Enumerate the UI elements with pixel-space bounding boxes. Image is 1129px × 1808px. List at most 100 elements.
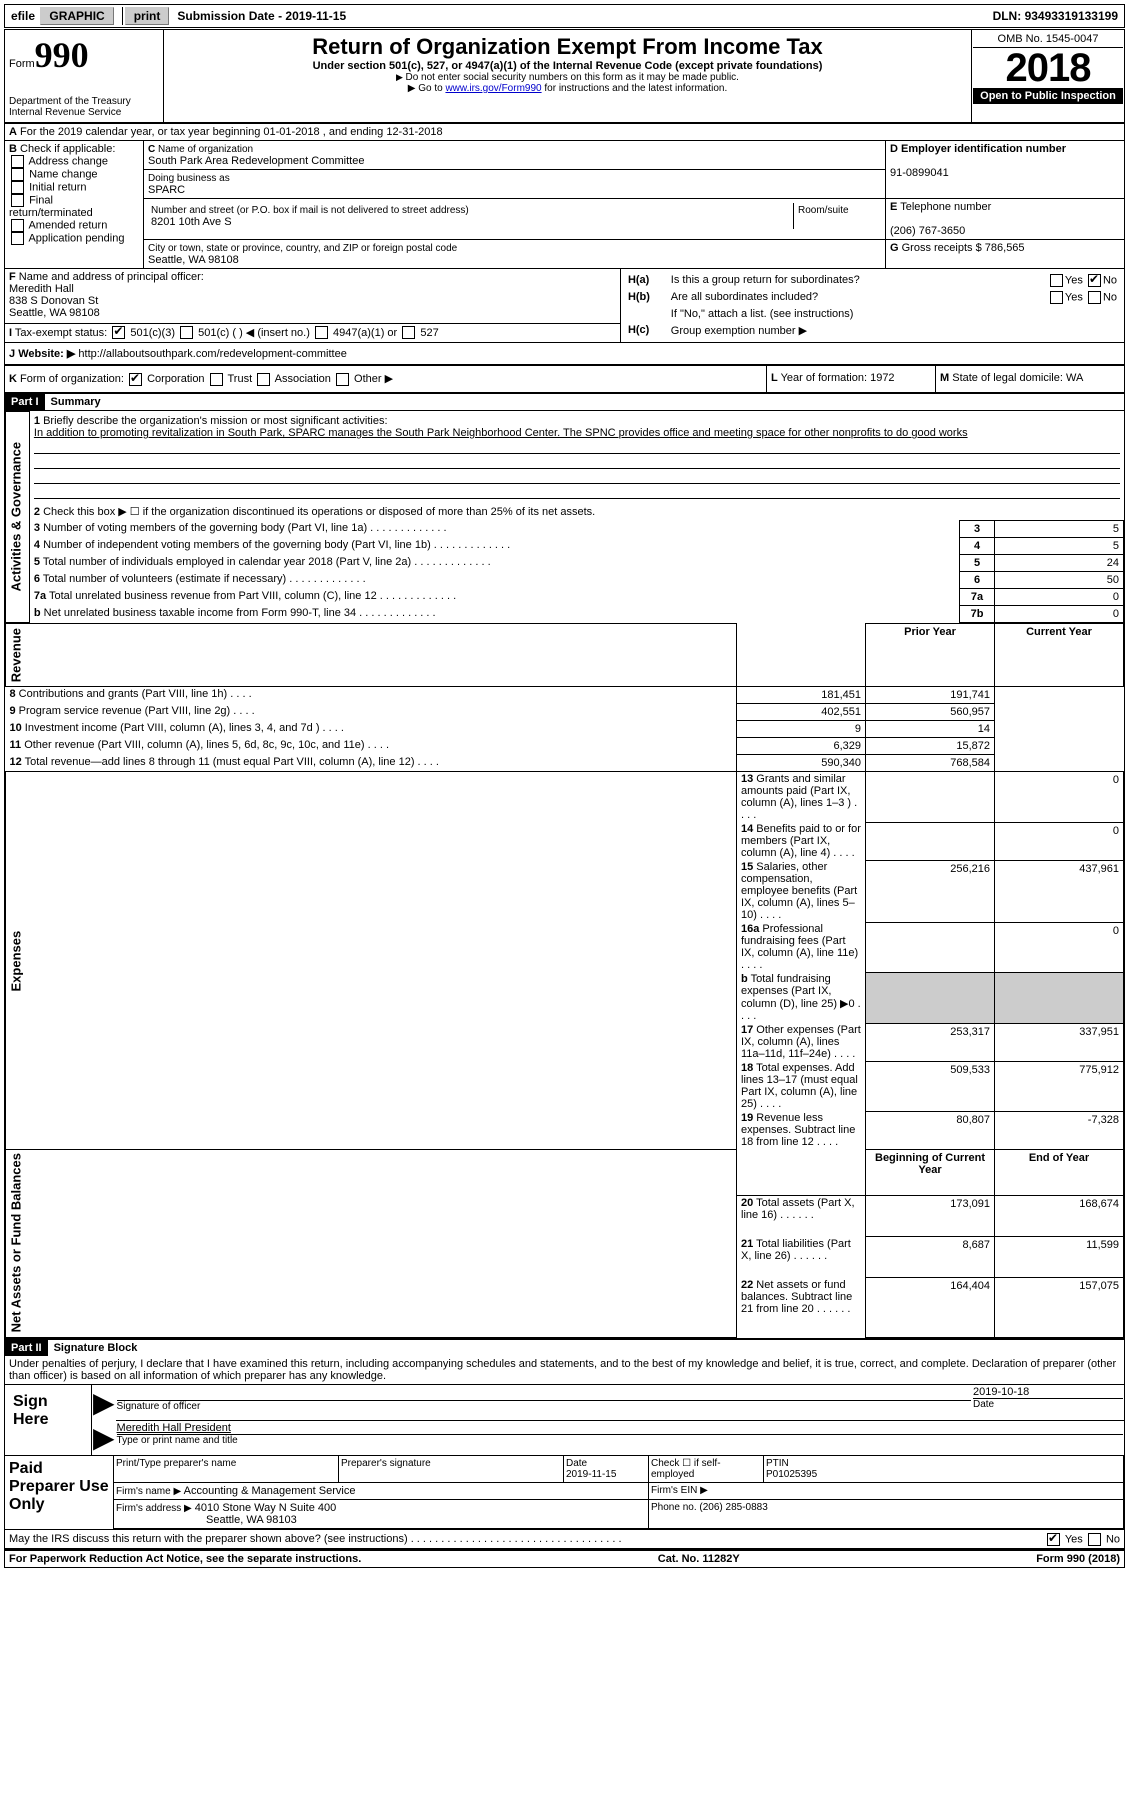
tax-year: 2018 xyxy=(973,48,1123,88)
line-10-prior: 9 xyxy=(737,721,866,738)
line-19-prior: 80,807 xyxy=(866,1111,995,1149)
line-17-prior: 253,317 xyxy=(866,1023,995,1061)
note-ssn: Do not enter social security numbers on … xyxy=(168,72,967,83)
footer-mid: Cat. No. 11282Y xyxy=(658,1553,740,1565)
line-7b-value: 0 xyxy=(995,606,1124,623)
line-5-value: 24 xyxy=(995,555,1124,572)
checkbox-final[interactable] xyxy=(11,194,24,207)
officer-printed: Meredith Hall President xyxy=(117,1422,1123,1434)
line-21-end: 11,599 xyxy=(995,1237,1124,1278)
efile-label: efile GRAPHIC xyxy=(5,7,123,25)
checkbox-address[interactable] xyxy=(11,155,24,168)
street: 8201 10th Ave S xyxy=(151,216,232,228)
note-link: ▶ Go to www.irs.gov/Form990 for instruct… xyxy=(168,83,967,94)
mission-text: In addition to promoting revitalization … xyxy=(34,427,968,439)
checkbox-pending[interactable] xyxy=(11,232,24,245)
irs-yes[interactable] xyxy=(1047,1533,1060,1546)
line-18-prior: 509,533 xyxy=(866,1061,995,1111)
line-9-current: 560,957 xyxy=(866,704,995,721)
irs-no[interactable] xyxy=(1088,1533,1101,1546)
cb-trust[interactable] xyxy=(210,373,223,386)
cb-4947[interactable] xyxy=(315,326,328,339)
form-subtitle: Under section 501(c), 527, or 4947(a)(1)… xyxy=(168,60,967,72)
org-name: South Park Area Redevelopment Committee xyxy=(148,155,364,167)
part2-header: Part II xyxy=(5,1340,48,1356)
city: Seattle, WA 98108 xyxy=(148,254,239,266)
paid-preparer: Paid Preparer Use Only xyxy=(5,1456,114,1529)
officer-name: Meredith Hall xyxy=(9,283,74,295)
cb-corp[interactable] xyxy=(129,373,142,386)
line-18-current: 775,912 xyxy=(995,1061,1124,1111)
line-14-prior xyxy=(866,822,995,860)
checkbox-name[interactable] xyxy=(11,168,24,181)
cb-other[interactable] xyxy=(336,373,349,386)
line-11-prior: 6,329 xyxy=(737,738,866,755)
line-14-current: 0 xyxy=(995,822,1124,860)
cb-501c3[interactable] xyxy=(112,326,125,339)
line-11-current: 15,872 xyxy=(866,738,995,755)
form-number: Form990 xyxy=(9,34,159,76)
ptin: P01025395 xyxy=(766,1469,817,1480)
line-13-prior xyxy=(866,772,995,823)
line-21-begin: 8,687 xyxy=(866,1237,995,1278)
footer-right: Form 990 (2018) xyxy=(1036,1553,1120,1565)
prep-phone: (206) 285-0883 xyxy=(699,1502,767,1513)
part1-header: Part I xyxy=(5,394,45,410)
line-7a-value: 0 xyxy=(995,589,1124,606)
line-13-current: 0 xyxy=(995,772,1124,823)
sidelabel-governance: Activities & Governance xyxy=(6,411,30,623)
gross-receipts: 786,565 xyxy=(985,242,1025,254)
sign-here: Sign Here xyxy=(5,1385,92,1455)
footer-left: For Paperwork Reduction Act Notice, see … xyxy=(9,1553,361,1565)
checkbox-initial[interactable] xyxy=(11,181,24,194)
submission-date: Submission Date - 2019-11-15 xyxy=(171,9,352,23)
line-6-value: 50 xyxy=(995,572,1124,589)
checkbox-amended[interactable] xyxy=(11,219,24,232)
line-3-value: 5 xyxy=(995,521,1124,538)
line-4-value: 5 xyxy=(995,538,1124,555)
firm-name: Accounting & Management Service xyxy=(184,1485,356,1497)
line-16a-prior xyxy=(866,922,995,972)
box-b: B Check if applicable: Address change Na… xyxy=(5,141,144,268)
line-12-prior: 590,340 xyxy=(737,755,866,772)
sidelabel-net: Net Assets or Fund Balances xyxy=(6,1149,737,1337)
ha-no[interactable] xyxy=(1088,274,1101,287)
line-15-current: 437,961 xyxy=(995,860,1124,922)
graphic-button[interactable]: GRAPHIC xyxy=(40,7,113,25)
line-10-current: 14 xyxy=(866,721,995,738)
line-22-begin: 164,404 xyxy=(866,1278,995,1338)
top-toolbar: efile GRAPHIC print Submission Date - 20… xyxy=(4,4,1125,28)
sidelabel-expenses: Expenses xyxy=(6,772,737,1150)
open-public: Open to Public Inspection xyxy=(973,88,1123,104)
line-20-end: 168,674 xyxy=(995,1195,1124,1237)
line-20-begin: 173,091 xyxy=(866,1195,995,1237)
period-line: A For the 2019 calendar year, or tax yea… xyxy=(5,124,1124,141)
domicile: WA xyxy=(1066,372,1083,384)
line-12-current: 768,584 xyxy=(866,755,995,772)
line-19-current: -7,328 xyxy=(995,1111,1124,1149)
print-button[interactable]: print xyxy=(125,7,170,25)
sidelabel-revenue: Revenue xyxy=(6,624,737,687)
line-8-prior: 181,451 xyxy=(737,687,866,704)
form-title: Return of Organization Exempt From Incom… xyxy=(168,34,967,60)
phone: (206) 767-3650 xyxy=(890,225,965,237)
cb-assoc[interactable] xyxy=(257,373,270,386)
ein: 91-0899041 xyxy=(890,167,949,179)
line-17-current: 337,951 xyxy=(995,1023,1124,1061)
line-8-current: 191,741 xyxy=(866,687,995,704)
ha-yes[interactable] xyxy=(1050,274,1063,287)
line-15-prior: 256,216 xyxy=(866,860,995,922)
line-16a-current: 0 xyxy=(995,922,1124,972)
cb-527[interactable] xyxy=(402,326,415,339)
dln: DLN: 93493319133199 xyxy=(993,9,1124,23)
website: http://allaboutsouthpark.com/redevelopme… xyxy=(78,348,346,360)
hb-yes[interactable] xyxy=(1050,291,1063,304)
hb-no[interactable] xyxy=(1088,291,1101,304)
department: Department of the Treasury Internal Reve… xyxy=(9,96,159,118)
dba: SPARC xyxy=(148,184,185,196)
cb-501c[interactable] xyxy=(180,326,193,339)
irs-link[interactable]: www.irs.gov/Form990 xyxy=(445,83,541,94)
year-formation: 1972 xyxy=(870,372,894,384)
line-22-end: 157,075 xyxy=(995,1278,1124,1338)
line-9-prior: 402,551 xyxy=(737,704,866,721)
